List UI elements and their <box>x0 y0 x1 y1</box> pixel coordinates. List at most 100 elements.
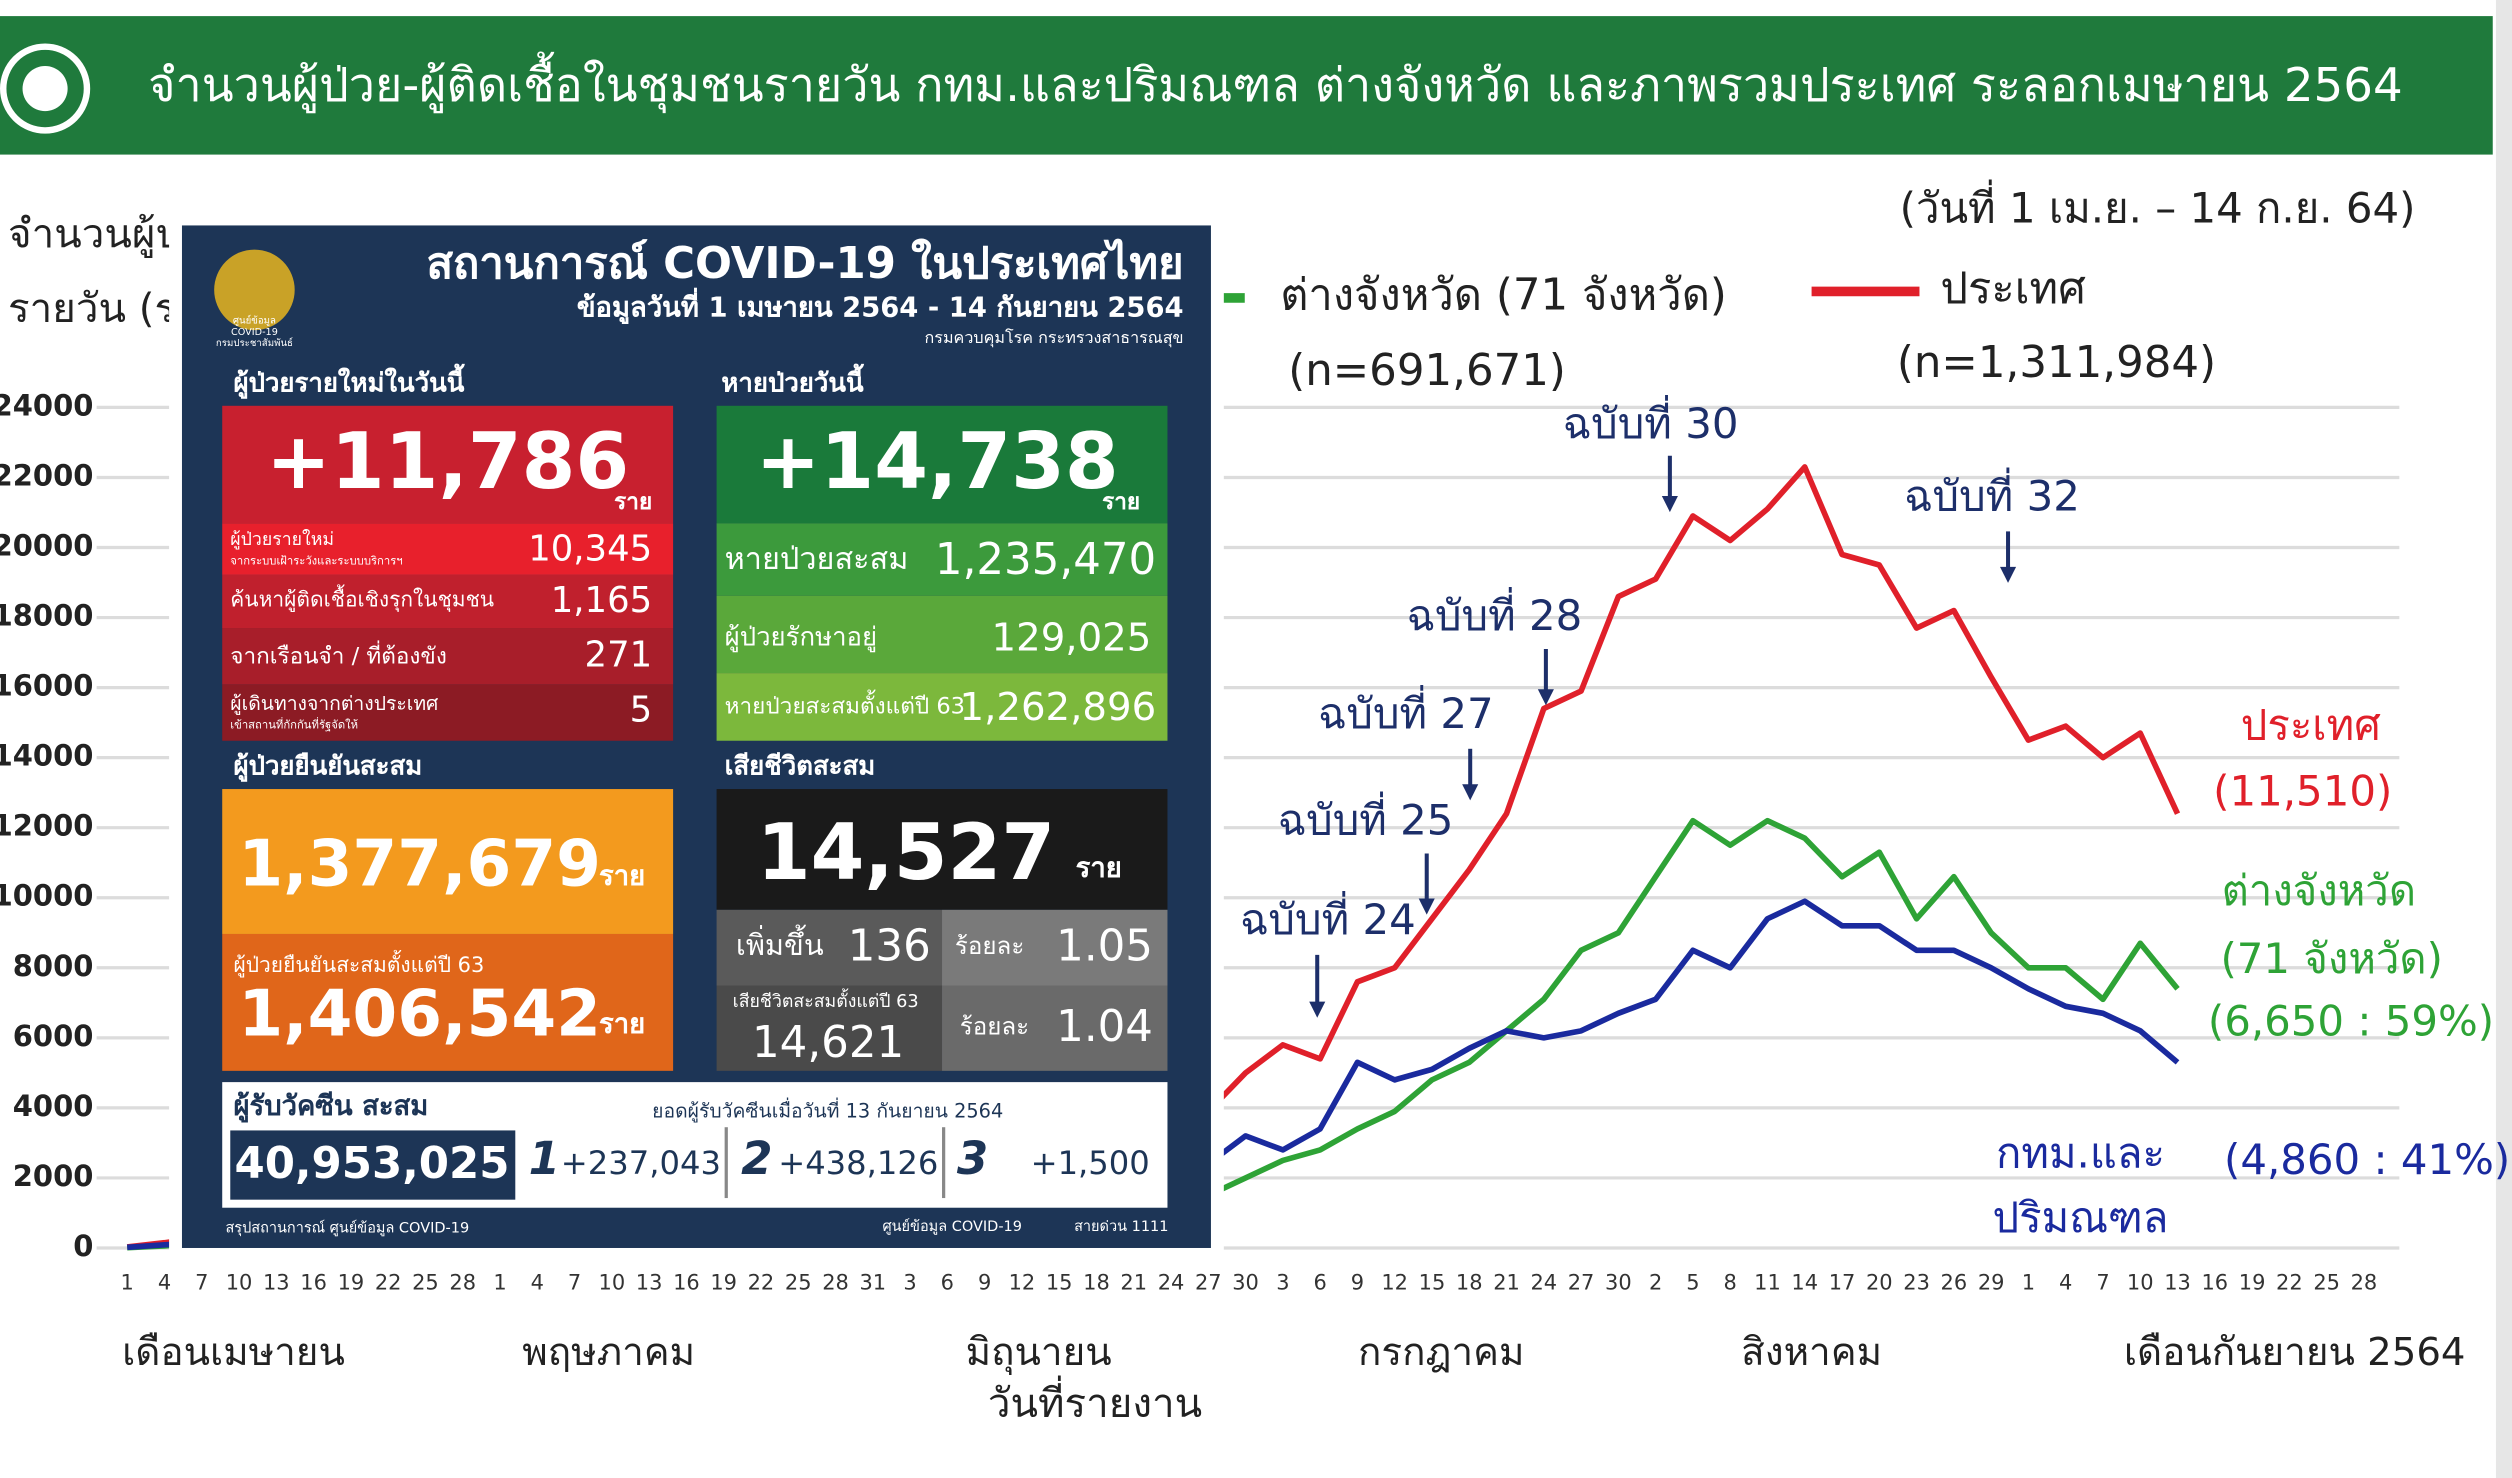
annotation: ฉบับที่ 28 <box>1406 587 1582 640</box>
info-text: ราย <box>599 860 646 893</box>
x-tick-label: 6 <box>1313 1270 1326 1294</box>
info-text: ผู้ป่วยรายใหม่ <box>230 528 335 550</box>
info-text: ร้อยละ <box>954 931 1025 961</box>
info-text: +1,500 <box>1030 1143 1150 1182</box>
y-tick-label: 8000 <box>13 949 94 983</box>
x-tick-label: 19 <box>710 1270 737 1294</box>
info-text: 5 <box>629 690 653 732</box>
x-tick-label: 26 <box>1941 1270 1968 1294</box>
annotation: ฉบับที่ 24 <box>1240 891 1416 944</box>
panel <box>716 405 1168 524</box>
chart-title: จำนวนผู้ป่วย-ผู้ติดเชื้อในชุมชนรายวัน กท… <box>148 51 2403 114</box>
y-tick-label: 10000 <box>0 879 93 913</box>
y-tick-label: 16000 <box>0 669 93 703</box>
title-banner <box>0 16 2493 155</box>
annotation-arrowhead <box>1418 898 1435 915</box>
y-tick-label: 18000 <box>0 599 93 633</box>
annotation-arrowhead <box>1661 495 1678 513</box>
info-text: 10,345 <box>528 529 653 571</box>
x-tick-label: 22 <box>748 1270 775 1294</box>
x-tick-label: 27 <box>1568 1270 1595 1294</box>
panel <box>222 789 674 934</box>
x-tick-label: 10 <box>599 1270 626 1294</box>
info-text: 1,377,679 <box>238 827 601 902</box>
panel <box>230 1130 516 1200</box>
info-text: +14,738 <box>755 417 1119 508</box>
info-text: ราย <box>599 1008 646 1042</box>
info-text: เข้าสถานที่กักกันที่รัฐจัดให้ <box>230 718 359 732</box>
x-tick-label: 13 <box>2164 1270 2191 1294</box>
info-text: เพิ่มขึ้น <box>735 929 824 963</box>
info-text: 136 <box>847 921 931 972</box>
legend-n: (n=691,671) <box>1288 346 1566 396</box>
annotation-arrowhead <box>1999 566 2017 583</box>
info-text: 40,953,025 <box>234 1139 510 1190</box>
x-tick-label: 15 <box>1419 1270 1446 1294</box>
info-text: 14,527 <box>756 808 1056 899</box>
logo <box>214 249 295 331</box>
x-tick-label: 7 <box>195 1270 208 1294</box>
info-text: จากเรือนจำ / ที่ต้องขัง <box>230 644 447 670</box>
x-tick-label: 28 <box>2351 1270 2378 1294</box>
info-text: ผู้ป่วยรักษาอยู่ <box>724 621 878 653</box>
annotation-arrowhead <box>1309 1001 1326 1018</box>
panel <box>222 684 674 741</box>
x-tick-label: 16 <box>300 1270 327 1294</box>
y-tick-label: 14000 <box>0 739 93 773</box>
y-tick-label: 22000 <box>0 458 93 492</box>
x-tick-label: 9 <box>978 1270 991 1294</box>
info-text: สถานการณ์ COVID-19 ในประเทศไทย <box>426 239 1184 290</box>
info-text: +11,786 <box>266 417 630 508</box>
x-tick-label: 22 <box>2276 1270 2303 1294</box>
panel <box>222 933 674 1071</box>
end-label: ปริมณฑล <box>1993 1193 2169 1242</box>
x-tick-label: 5 <box>1686 1270 1699 1294</box>
x-tick-label: 8 <box>1724 1270 1737 1294</box>
month-label: พฤษภาคม <box>522 1330 695 1375</box>
x-tick-label: 2 <box>1649 1270 1662 1294</box>
x-tick-label: 31 <box>859 1270 886 1294</box>
info-text: สรุปสถานการณ์ ศูนย์ข้อมูล COVID-19 <box>225 1221 470 1238</box>
info-text: 1,262,896 <box>959 684 1157 730</box>
info-text: ศูนย์ข้อมูล <box>232 315 276 327</box>
x-tick-label: 28 <box>822 1270 849 1294</box>
month-label: เดือนเมษายน <box>122 1330 345 1375</box>
x-tick-label: 7 <box>568 1270 581 1294</box>
info-text: ราย <box>614 489 653 516</box>
x-tick-label: 4 <box>531 1270 544 1294</box>
info-text: ศูนย์ข้อมูล COVID-19 <box>882 1219 1022 1236</box>
x-tick-label: 30 <box>1232 1270 1259 1294</box>
info-text: 1,165 <box>550 581 653 622</box>
info-text: สายด่วน 1111 <box>1074 1219 1169 1236</box>
info-text: จากระบบเฝ้าระวังและระบบบริการฯ <box>230 554 403 568</box>
x-tick-label: 18 <box>1456 1270 1483 1294</box>
info-text: ร้อยละ <box>959 1012 1030 1042</box>
annotation: ฉบับที่ 25 <box>1278 791 1454 844</box>
x-tick-label: 13 <box>636 1270 663 1294</box>
subtitle: (วันที่ 1 เม.ย. – 14 ก.ย. 64) <box>1900 179 2416 232</box>
x-tick-label: 20 <box>1866 1270 1893 1294</box>
info-text: ผู้ป่วยยืนยันสะสมตั้งแต่ปี 63 <box>233 954 485 979</box>
x-tick-label: 25 <box>785 1270 812 1294</box>
panel <box>716 909 943 986</box>
info-text: 3 <box>956 1132 989 1186</box>
info-text: ผู้ป่วยยืนยันสะสม <box>233 750 423 781</box>
end-label: (6,650 : 59%) <box>2208 997 2494 1046</box>
month-label: กรกฎาคม <box>1358 1330 1524 1375</box>
x-tick-label: 10 <box>226 1270 253 1294</box>
y-tick-label: 0 <box>73 1229 93 1263</box>
info-text: 1.05 <box>1056 921 1153 972</box>
info-text: 1,235,470 <box>934 535 1157 586</box>
panel <box>716 985 943 1071</box>
panel <box>716 673 1168 741</box>
x-tick-label: 28 <box>449 1270 476 1294</box>
x-tick-label: 11 <box>1754 1270 1781 1294</box>
x-tick-label: 12 <box>1009 1270 1036 1294</box>
x-tick-label: 23 <box>1903 1270 1930 1294</box>
x-tick-label: 3 <box>1276 1270 1289 1294</box>
info-text: เสียชีวิตสะสม <box>724 750 876 781</box>
month-label: สิงหาคม <box>1741 1330 1882 1375</box>
panel <box>222 628 674 685</box>
annotation: ฉบับที่ 32 <box>1904 468 2080 521</box>
x-tick-label: 16 <box>673 1270 700 1294</box>
